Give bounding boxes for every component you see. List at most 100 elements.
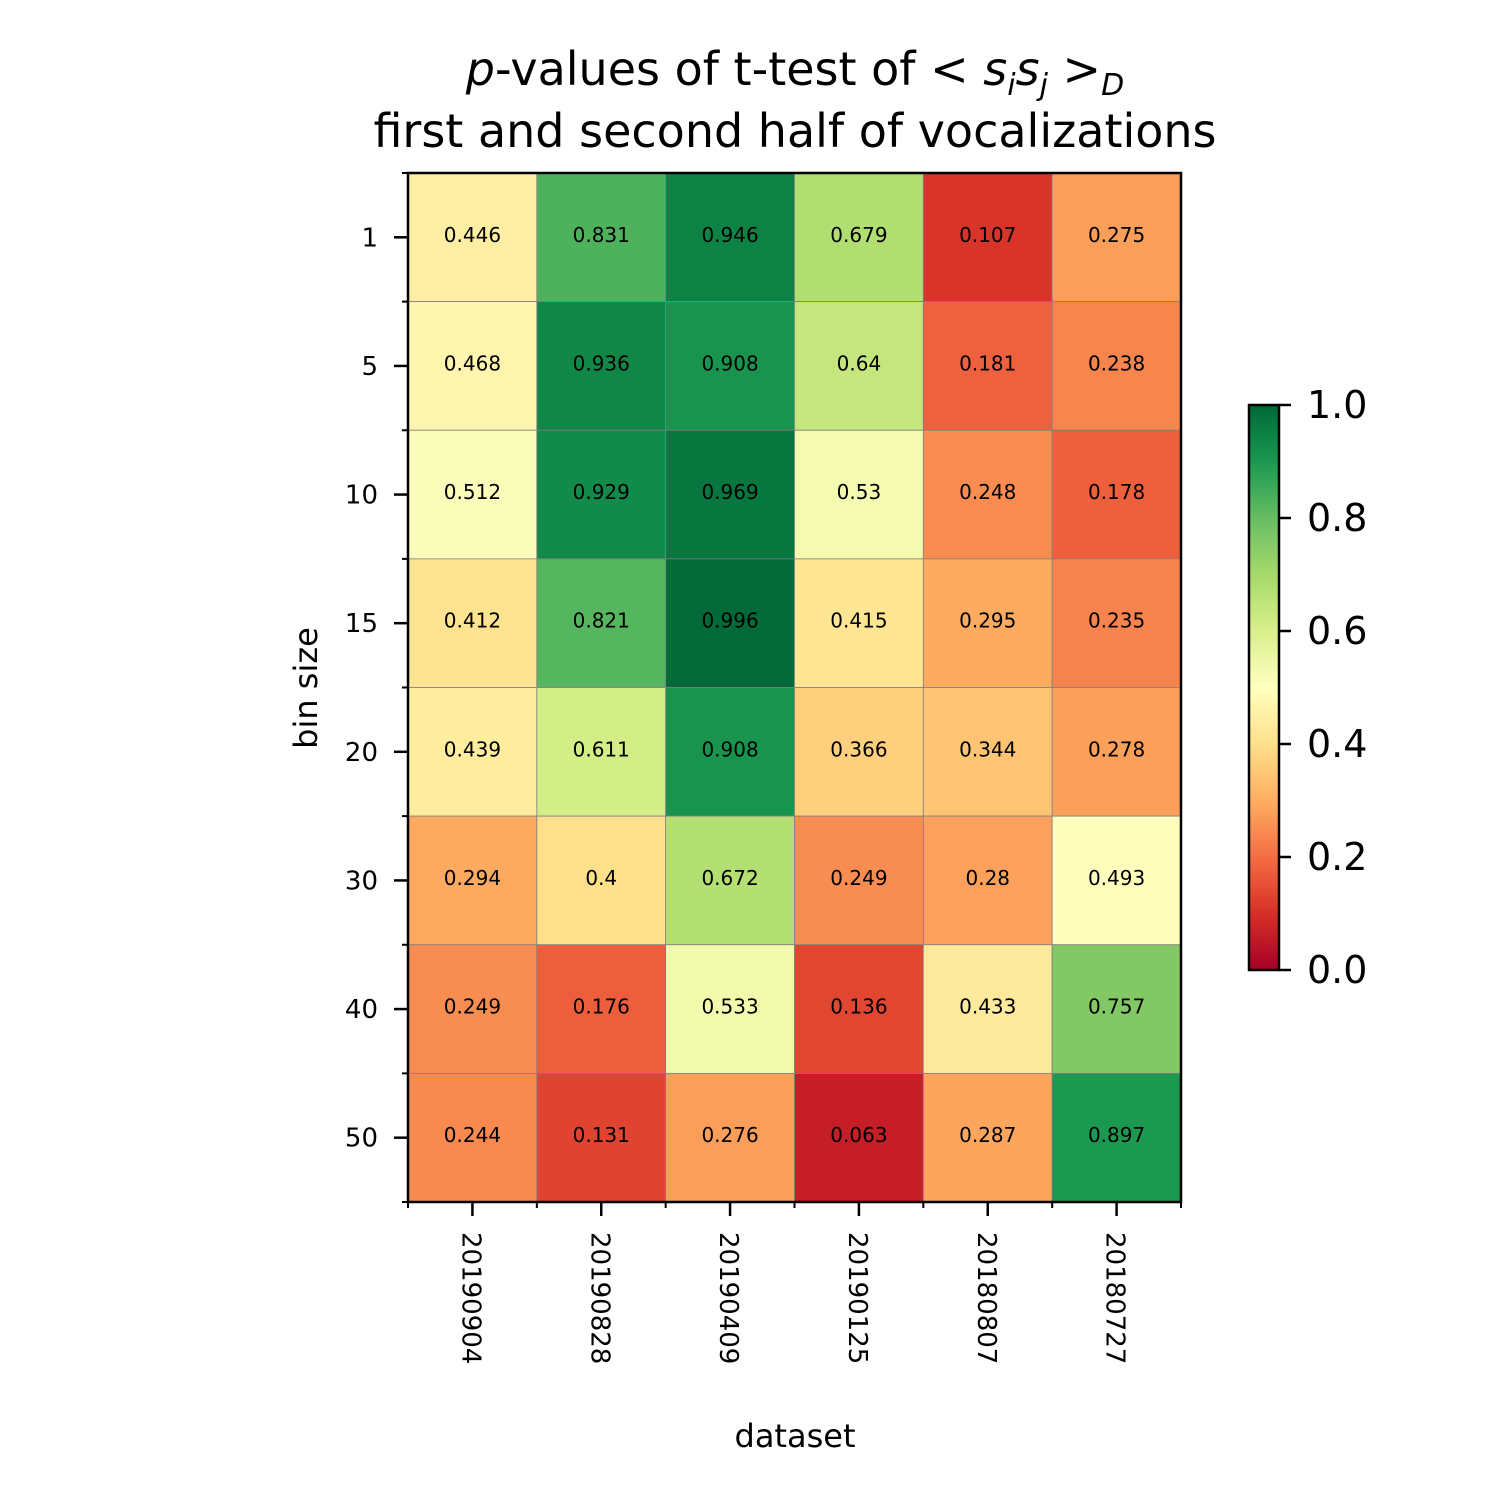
heatmap-cell (665, 429, 795, 560)
title-math-s: < s (930, 42, 1007, 96)
heatmap-cell (407, 815, 538, 946)
cell-value-label: 0.28 (965, 866, 1010, 890)
y-tick-label: 5 (361, 352, 378, 382)
heatmap-cell (1051, 172, 1182, 303)
cell-value-label: 0.946 (701, 223, 758, 247)
colorbar-tick-label: 1.0 (1307, 383, 1367, 427)
colorbar-ticks: 0.0 0.2 0.4 0.6 0.8 1.0 (1279, 383, 1367, 992)
heatmap-cell (922, 944, 1053, 1074)
cell-value-label: 0.235 (1088, 609, 1145, 633)
cell-value-label: 0.821 (573, 609, 630, 633)
cell-value-label: 0.344 (959, 737, 1016, 761)
heatmap-cell (794, 429, 924, 560)
heatmap-cell (665, 172, 795, 303)
heatmap-cell-labels: 0.446 0.831 0.946 0.679 0.107 0.275 0.468 0.936… (444, 223, 1145, 1147)
heatmap-cell (536, 429, 667, 560)
cell-value-label: 0.294 (444, 866, 501, 890)
title-math-gt: > (1048, 42, 1101, 96)
cell-value-label: 0.176 (573, 995, 630, 1019)
cell-value-label: 0.996 (701, 609, 758, 633)
heatmap-cell (407, 687, 538, 817)
heatmap-cell (536, 944, 667, 1074)
heatmap-cell (1051, 944, 1182, 1074)
y-tick-label: 40 (345, 995, 378, 1025)
title-sub-D: D (1101, 68, 1124, 103)
heatmap-cell (665, 687, 795, 817)
cell-value-label: 0.178 (1088, 480, 1145, 504)
cell-value-label: 0.4 (585, 866, 617, 890)
heatmap-cell (1051, 687, 1182, 817)
heatmap-cell (794, 558, 924, 688)
cell-value-label: 0.679 (830, 223, 887, 247)
x-tick-label: 20190828 (584, 1232, 614, 1364)
cell-value-label: 0.366 (830, 737, 887, 761)
x-tick-label: 20190125 (842, 1232, 872, 1364)
colorbar (1247, 403, 1281, 972)
colorbar-tick-label: 0.8 (1307, 496, 1367, 540)
heatmap-cell (536, 1072, 667, 1203)
cell-value-label: 0.107 (959, 223, 1016, 247)
title-sub-i: i (1007, 68, 1016, 103)
heatmap-cell (536, 301, 667, 431)
colorbar-tick-label: 0.4 (1307, 722, 1367, 766)
cell-value-label: 0.672 (701, 866, 758, 890)
cell-value-label: 0.063 (830, 1123, 887, 1147)
heatmap-cell (794, 944, 924, 1074)
heatmap-cell (1051, 1072, 1182, 1203)
cell-value-label: 0.493 (1088, 866, 1145, 890)
cell-value-label: 0.276 (701, 1123, 758, 1147)
cell-value-label: 0.969 (701, 480, 758, 504)
cell-value-label: 0.249 (830, 866, 887, 890)
y-axis-label: bin size (287, 627, 325, 749)
colorbar-tick-label: 0.0 (1307, 948, 1367, 992)
cell-value-label: 0.64 (837, 351, 882, 375)
y-tick-label: 20 (345, 738, 378, 768)
cell-value-label: 0.244 (444, 1123, 501, 1147)
cell-value-label: 0.249 (444, 995, 501, 1019)
x-tick-label: 20190409 (713, 1232, 743, 1364)
title-text: -values of t-test of (495, 42, 930, 96)
cell-value-label: 0.287 (959, 1123, 1016, 1147)
heatmap-cell (922, 301, 1053, 431)
cell-value-label: 0.908 (701, 737, 758, 761)
heatmap-cell (922, 429, 1053, 560)
cell-value-label: 0.415 (830, 609, 887, 633)
chart-title-line1: p-values of t-test of < sisj >D (465, 42, 1124, 103)
x-axis-label: dataset (735, 1417, 856, 1455)
heatmap-cell (665, 815, 795, 946)
cell-value-label: 0.181 (959, 351, 1016, 375)
x-tick-label: 20180727 (1100, 1232, 1130, 1364)
cell-value-label: 0.446 (444, 223, 501, 247)
cell-value-label: 0.929 (573, 480, 630, 504)
cell-value-label: 0.512 (444, 480, 501, 504)
heatmap-cell (1051, 558, 1182, 688)
heatmap-cell (665, 558, 795, 688)
y-tick-label: 1 (361, 223, 378, 253)
cell-value-label: 0.433 (959, 995, 1016, 1019)
y-tick-label: 30 (345, 866, 378, 896)
heatmap-cell (1051, 815, 1182, 946)
heatmap-cell (407, 429, 538, 560)
colorbar-tick-label: 0.2 (1307, 835, 1367, 879)
cell-value-label: 0.533 (701, 995, 758, 1019)
heatmap-cell (922, 558, 1053, 688)
y-tick-label: 10 (345, 481, 378, 511)
cell-value-label: 0.757 (1088, 995, 1145, 1019)
title-sub-j: j (1036, 68, 1049, 103)
colorbar-tick-label: 0.6 (1307, 609, 1367, 653)
y-tick-label: 50 (345, 1124, 378, 1154)
heatmap-cell (536, 815, 667, 946)
x-tick-label: 20190904 (455, 1232, 485, 1364)
heatmap-cell (536, 558, 667, 688)
x-axis-ticks: 20190904 20190828 20190409 20190125 20180807… (407, 1202, 1182, 1364)
heatmap-cell (922, 687, 1053, 817)
heatmap-cell (665, 301, 795, 431)
cell-value-label: 0.897 (1088, 1123, 1145, 1147)
heatmap-cell (665, 1072, 795, 1203)
x-tick-label: 20180807 (971, 1232, 1001, 1364)
title-p-italic: p (465, 42, 495, 96)
chart-title-line2: first and second half of vocalizations (373, 104, 1216, 158)
